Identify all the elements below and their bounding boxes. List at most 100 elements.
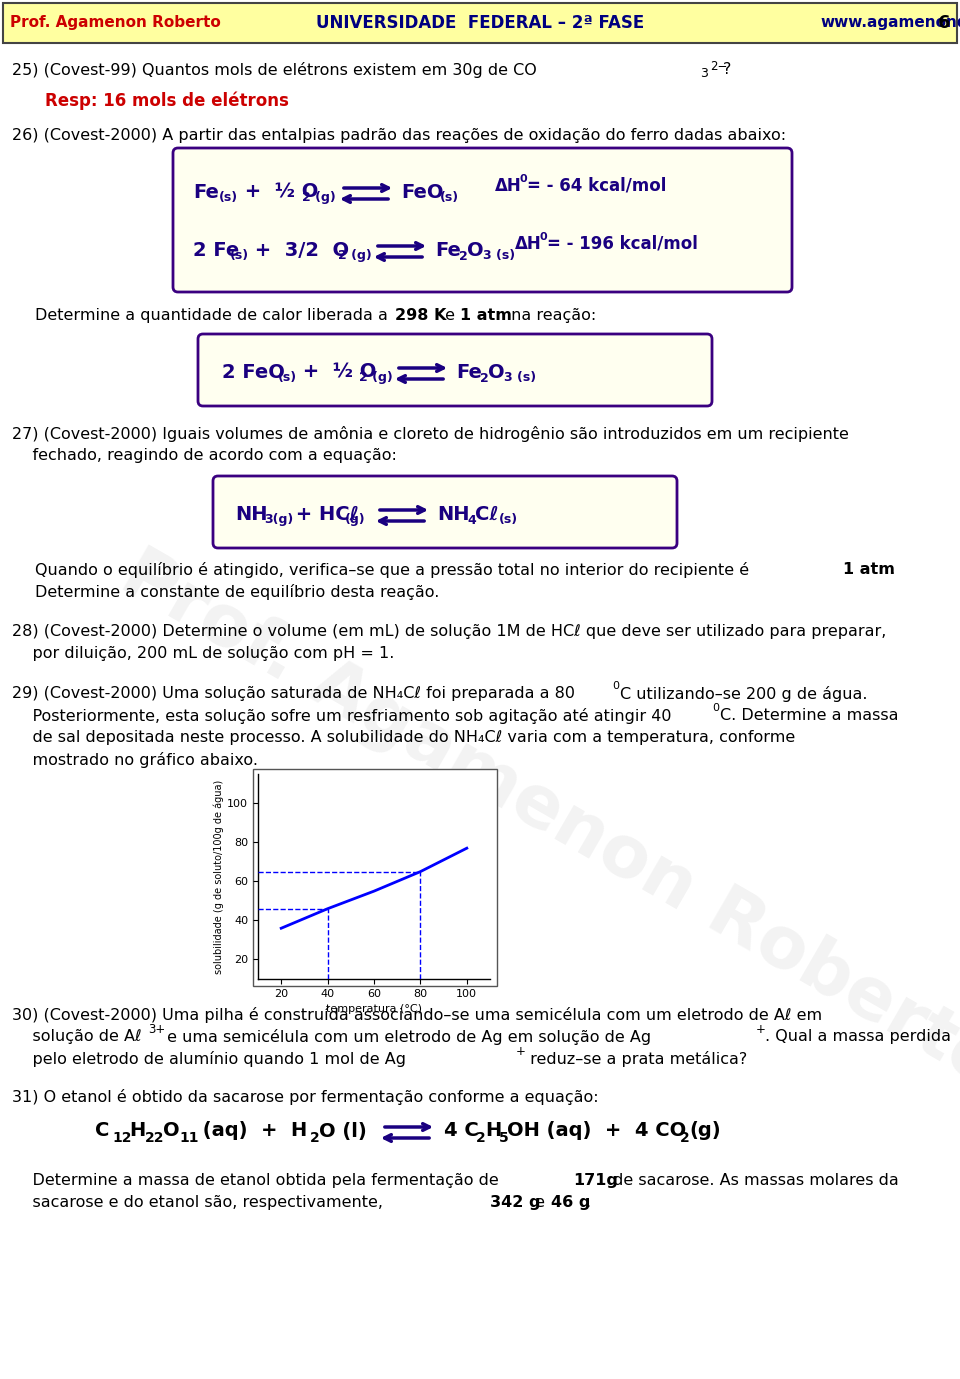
Text: 3: 3 (700, 68, 708, 80)
Text: O: O (467, 240, 484, 259)
Text: Determine a constante de equilíbrio desta reação.: Determine a constante de equilíbrio dest… (35, 583, 440, 600)
Text: ?: ? (723, 62, 732, 77)
Text: 2: 2 (476, 1131, 486, 1145)
Text: 30) (Covest-2000) Uma pilha é construída associando–se uma semicélula com um ele: 30) (Covest-2000) Uma pilha é construída… (12, 1007, 822, 1023)
Text: H: H (129, 1121, 145, 1140)
Text: 2−: 2− (710, 61, 728, 73)
Text: 2 FeO: 2 FeO (222, 363, 285, 382)
Text: C utilizando–se 200 g de água.: C utilizando–se 200 g de água. (620, 685, 868, 702)
Text: 2: 2 (680, 1131, 689, 1145)
Text: 2 (g): 2 (g) (338, 250, 372, 262)
Text: 27) (Covest-2000) Iguais volumes de amônia e cloreto de hidrogênio são introduzi: 27) (Covest-2000) Iguais volumes de amôn… (12, 426, 849, 443)
FancyBboxPatch shape (253, 769, 497, 986)
Text: C: C (95, 1121, 109, 1140)
Text: 22: 22 (145, 1131, 164, 1145)
Text: O: O (163, 1121, 180, 1140)
Text: +  ½ O: + ½ O (296, 363, 376, 382)
Text: 0: 0 (539, 232, 546, 241)
Text: ΔH: ΔH (515, 234, 541, 252)
Text: Prof. Agamenon Roberto: Prof. Agamenon Roberto (108, 539, 960, 1100)
Text: O (l): O (l) (319, 1121, 367, 1140)
Text: e: e (530, 1196, 550, 1209)
Text: reduz–se a prata metálica?: reduz–se a prata metálica? (525, 1051, 747, 1067)
Text: 0: 0 (612, 681, 619, 691)
Text: 26) (Covest-2000) A partir das entalpias padrão das reações de oxidação do ferro: 26) (Covest-2000) A partir das entalpias… (12, 128, 786, 143)
Text: pelo eletrodo de alumínio quando 1 mol de Ag: pelo eletrodo de alumínio quando 1 mol d… (12, 1051, 406, 1067)
Text: e uma semicélula com um eletrodo de Ag em solução de Ag: e uma semicélula com um eletrodo de Ag e… (162, 1029, 651, 1045)
Text: 4 C: 4 C (444, 1121, 479, 1140)
Text: 3 (s): 3 (s) (504, 371, 536, 385)
Text: 31) O etanol é obtido da sacarose por fermentação conforme a equação:: 31) O etanol é obtido da sacarose por fe… (12, 1089, 599, 1105)
Text: por diluição, 200 mL de solução com pH = 1.: por diluição, 200 mL de solução com pH =… (12, 645, 395, 661)
Text: de sal depositada neste processo. A solubilidade do NH₄Cℓ varia com a temperatur: de sal depositada neste processo. A solu… (12, 729, 795, 745)
Text: 3 (s): 3 (s) (483, 250, 516, 262)
Text: Cℓ: Cℓ (475, 505, 498, 524)
Text: . Qual a massa perdida: . Qual a massa perdida (765, 1029, 951, 1044)
Text: na reação:: na reação: (506, 308, 596, 323)
Text: 3(g): 3(g) (264, 513, 293, 527)
Text: 2: 2 (310, 1131, 320, 1145)
Text: FeO: FeO (401, 182, 444, 201)
Text: 28) (Covest-2000) Determine o volume (em mL) de solução 1M de HCℓ que deve ser u: 28) (Covest-2000) Determine o volume (em… (12, 625, 886, 638)
Text: (g): (g) (689, 1121, 721, 1140)
Text: +  3/2  O: + 3/2 O (248, 240, 349, 259)
FancyBboxPatch shape (198, 334, 712, 405)
Text: (s): (s) (499, 513, 518, 527)
Text: 6: 6 (938, 14, 950, 32)
Text: www.agamenonquimica.com: www.agamenonquimica.com (820, 15, 960, 30)
Text: .: . (585, 1196, 590, 1209)
Text: ΔH: ΔH (495, 177, 521, 194)
Text: 342 g: 342 g (490, 1196, 540, 1209)
Text: +  ½ O: + ½ O (238, 182, 319, 201)
Text: solução de Aℓ: solução de Aℓ (12, 1029, 142, 1044)
Text: Quando o equilíbrio é atingido, verifica–se que a pressão total no interior do r: Quando o equilíbrio é atingido, verifica… (35, 563, 755, 578)
Text: + HCℓ: + HCℓ (289, 505, 359, 524)
Text: NH: NH (235, 505, 268, 524)
Text: OH (aq)  +  4 CO: OH (aq) + 4 CO (507, 1121, 686, 1140)
Text: O: O (488, 363, 505, 382)
Text: 46 g: 46 g (551, 1196, 590, 1209)
Text: 12: 12 (112, 1131, 132, 1145)
Text: 5: 5 (499, 1131, 509, 1145)
FancyBboxPatch shape (213, 476, 677, 547)
Text: .: . (889, 563, 894, 576)
Text: sacarose e do etanol são, respectivamente,: sacarose e do etanol são, respectivament… (12, 1196, 388, 1209)
Text: 0: 0 (712, 703, 719, 713)
Text: Determine a massa de etanol obtida pela fermentação de: Determine a massa de etanol obtida pela … (12, 1174, 504, 1187)
Text: C. Determine a massa: C. Determine a massa (720, 707, 899, 723)
Text: (s): (s) (230, 250, 250, 262)
Text: 29) (Covest-2000) Uma solução saturada de NH₄Cℓ foi preparada a 80: 29) (Covest-2000) Uma solução saturada d… (12, 685, 575, 701)
Text: 2: 2 (480, 371, 489, 385)
Text: 1 atm: 1 atm (460, 308, 512, 323)
Text: = - 64 kcal/mol: = - 64 kcal/mol (527, 177, 666, 194)
Text: e: e (440, 308, 460, 323)
Text: H: H (485, 1121, 501, 1140)
Text: = - 196 kcal/mol: = - 196 kcal/mol (547, 234, 698, 252)
Text: (s): (s) (278, 371, 298, 385)
Text: 2 Fe: 2 Fe (193, 240, 239, 259)
Text: Resp: 16 mols de elétrons: Resp: 16 mols de elétrons (45, 92, 289, 110)
Text: (g): (g) (345, 513, 366, 527)
Text: NH: NH (437, 505, 469, 524)
FancyBboxPatch shape (3, 3, 957, 43)
Text: Posteriormente, esta solução sofre um resfriamento sob agitação até atingir 40: Posteriormente, esta solução sofre um re… (12, 707, 671, 724)
Text: +: + (756, 1023, 766, 1036)
Text: fechado, reagindo de acordo com a equação:: fechado, reagindo de acordo com a equaçã… (12, 448, 396, 463)
Text: 171g: 171g (573, 1174, 618, 1187)
Text: mostrado no gráfico abaixo.: mostrado no gráfico abaixo. (12, 752, 258, 768)
Text: Fe: Fe (193, 182, 219, 201)
Text: de sacarose. As massas molares da: de sacarose. As massas molares da (608, 1174, 899, 1187)
Text: 2: 2 (459, 250, 468, 262)
Text: 25) (Covest-99) Quantos mols de elétrons existem em 30g de CO: 25) (Covest-99) Quantos mols de elétrons… (12, 62, 537, 79)
Text: 11: 11 (179, 1131, 199, 1145)
Text: 2 (g): 2 (g) (359, 371, 393, 385)
Text: 1 atm: 1 atm (843, 563, 895, 576)
Text: 4: 4 (467, 513, 476, 527)
Text: 2 (g): 2 (g) (302, 192, 336, 204)
Text: 0: 0 (519, 174, 527, 183)
Text: (s): (s) (440, 192, 459, 204)
Text: Prof. Agamenon Roberto: Prof. Agamenon Roberto (10, 15, 221, 30)
Text: 298 K: 298 K (395, 308, 446, 323)
Text: (aq)  +  H: (aq) + H (196, 1121, 307, 1140)
FancyBboxPatch shape (173, 148, 792, 292)
